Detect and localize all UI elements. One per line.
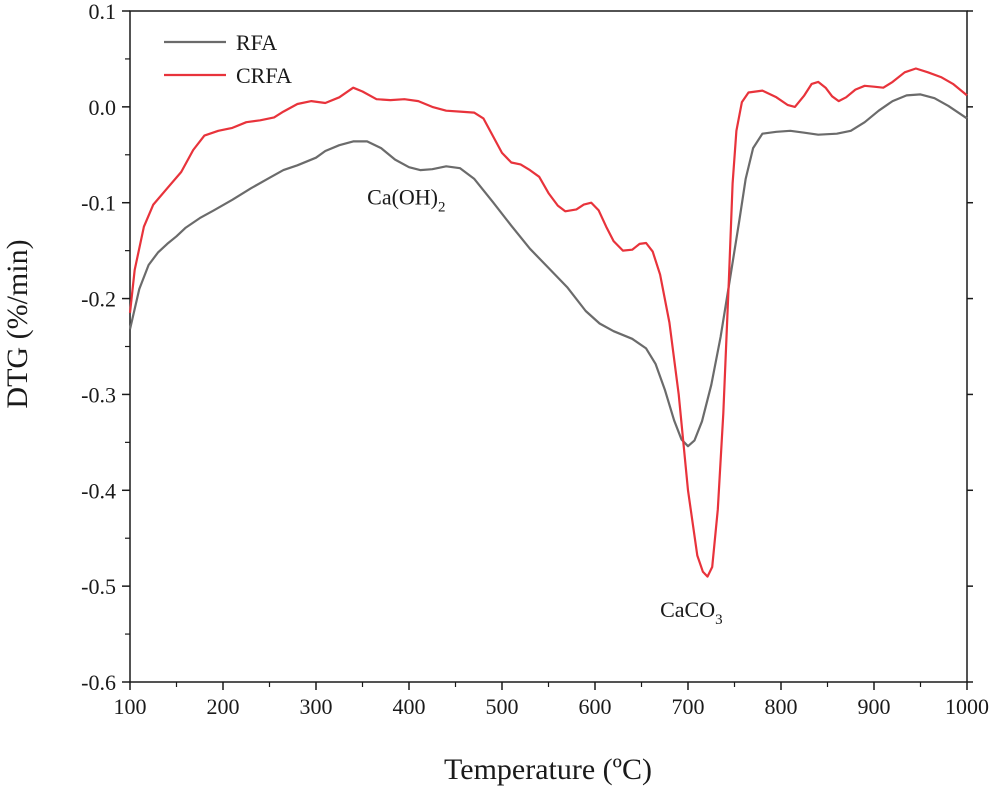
- annotation-label: Ca(OH)2: [367, 185, 445, 216]
- x-tick-label: 900: [858, 694, 891, 719]
- x-tick-label: 300: [300, 694, 333, 719]
- annotation-label: CaCO3: [660, 597, 723, 628]
- y-tick-label: -0.2: [81, 287, 116, 312]
- annotation-subscript: 2: [438, 200, 446, 216]
- series-line-crfa: [128, 67, 968, 578]
- y-tick-label: 0.1: [89, 0, 117, 24]
- x-tick-label: 400: [393, 694, 426, 719]
- plot-area: [129, 10, 968, 683]
- x-tick-label: 1000: [945, 694, 989, 719]
- annotation-subscript: 3: [715, 612, 723, 628]
- y-tick-label: -0.1: [81, 191, 116, 216]
- plot-frame: [129, 10, 968, 683]
- x-tick-label: 600: [579, 694, 612, 719]
- x-tick-label: 800: [765, 694, 798, 719]
- y-axis-ticks: 0.1 0.0 -0.1 -0.2 -0.3 -0.4 -0.5 -0.6: [81, 0, 973, 695]
- y-tick-label: -0.6: [81, 670, 116, 695]
- x-tick-label: 100: [114, 694, 147, 719]
- x-tick-label: 500: [486, 694, 519, 719]
- x-axis-title: Temperature (ºC): [444, 753, 652, 786]
- annotations: Ca(OH)2 CaCO3: [367, 185, 722, 628]
- legend: RFA CRFA: [164, 30, 292, 88]
- annotation-text: Ca(OH): [367, 185, 438, 210]
- legend-label-crfa: CRFA: [236, 63, 292, 88]
- x-tick-label: 200: [207, 694, 240, 719]
- y-tick-label: 0.0: [89, 95, 117, 120]
- x-axis-ticks: 100 200 300 400 500 600 700 800 900 1000: [114, 682, 989, 719]
- legend-label-rfa: RFA: [236, 30, 277, 55]
- y-tick-label: -0.5: [81, 574, 116, 599]
- series-line-rfa: [128, 93, 968, 448]
- series-layer: [128, 67, 968, 578]
- y-tick-label: -0.4: [81, 478, 116, 503]
- y-tick-label: -0.3: [81, 382, 116, 407]
- y-axis-title: DTG (%/min): [1, 239, 34, 408]
- annotation-text: CaCO: [660, 597, 715, 622]
- x-tick-label: 700: [672, 694, 705, 719]
